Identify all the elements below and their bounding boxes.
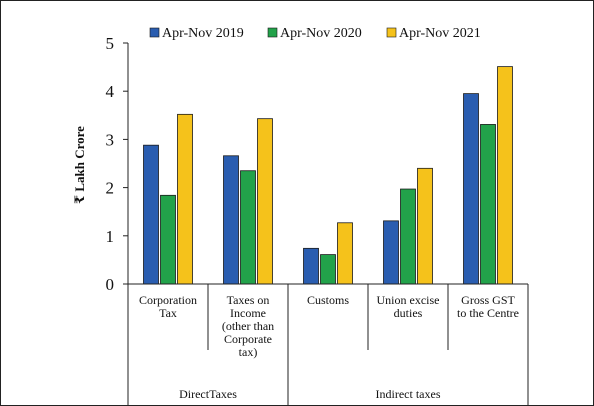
category-label: Customs	[307, 293, 349, 307]
category-label: Corporate	[224, 332, 272, 346]
y-tick-label: 0	[106, 275, 115, 294]
y-tick-label: 4	[106, 82, 115, 101]
legend-swatch	[267, 27, 278, 38]
y-tick-label: 1	[106, 227, 115, 246]
bar-apr-nov-2021	[257, 118, 273, 285]
bar-apr-nov-2019	[223, 155, 239, 285]
bar-apr-nov-2021	[417, 167, 433, 285]
bar-apr-nov-2020	[400, 188, 416, 285]
category-label: Tax	[159, 306, 177, 320]
legend-swatch	[149, 27, 160, 38]
bar-apr-nov-2021	[177, 113, 193, 285]
bar-apr-nov-2019	[143, 144, 159, 285]
group-label: Indirect taxes	[376, 387, 441, 401]
category-label: Union excise	[377, 293, 440, 307]
bar-apr-nov-2020	[160, 194, 176, 285]
category-label: Income	[230, 306, 266, 320]
category-label: Corporation	[139, 293, 197, 307]
bar-apr-nov-2019	[383, 220, 399, 285]
bar-apr-nov-2019	[463, 93, 479, 285]
y-tick-label: 5	[106, 34, 115, 53]
legend-label: Apr-Nov 2020	[280, 26, 362, 41]
bars	[143, 66, 513, 285]
category-label: to the Centre	[457, 306, 519, 320]
category-label: tax)	[239, 345, 258, 359]
y-tick-label: 2	[106, 179, 115, 198]
bar-apr-nov-2021	[337, 222, 353, 285]
category-label: (other than	[222, 319, 274, 333]
bar-apr-nov-2019	[303, 247, 319, 285]
y-axis-label: ₹ Lakh Crore	[72, 126, 87, 204]
group-label: DirectTaxes	[179, 387, 237, 401]
bar-apr-nov-2020	[320, 254, 336, 285]
legend-swatch	[386, 27, 397, 38]
bar-apr-nov-2020	[480, 124, 496, 285]
bar-apr-nov-2020	[240, 170, 256, 285]
category-label: Taxes on	[227, 293, 270, 307]
legend-label: Apr-Nov 2019	[162, 26, 244, 41]
category-label: Gross GST	[461, 293, 515, 307]
category-label: duties	[394, 306, 423, 320]
legend-label: Apr-Nov 2021	[399, 26, 481, 41]
legend: Apr-Nov 2019 Apr-Nov 2020 Apr-Nov 2021	[149, 26, 481, 41]
y-axis: 0 1 2 3 4 5	[106, 34, 129, 294]
bar-apr-nov-2021	[497, 66, 513, 285]
y-tick-label: 3	[106, 130, 115, 149]
